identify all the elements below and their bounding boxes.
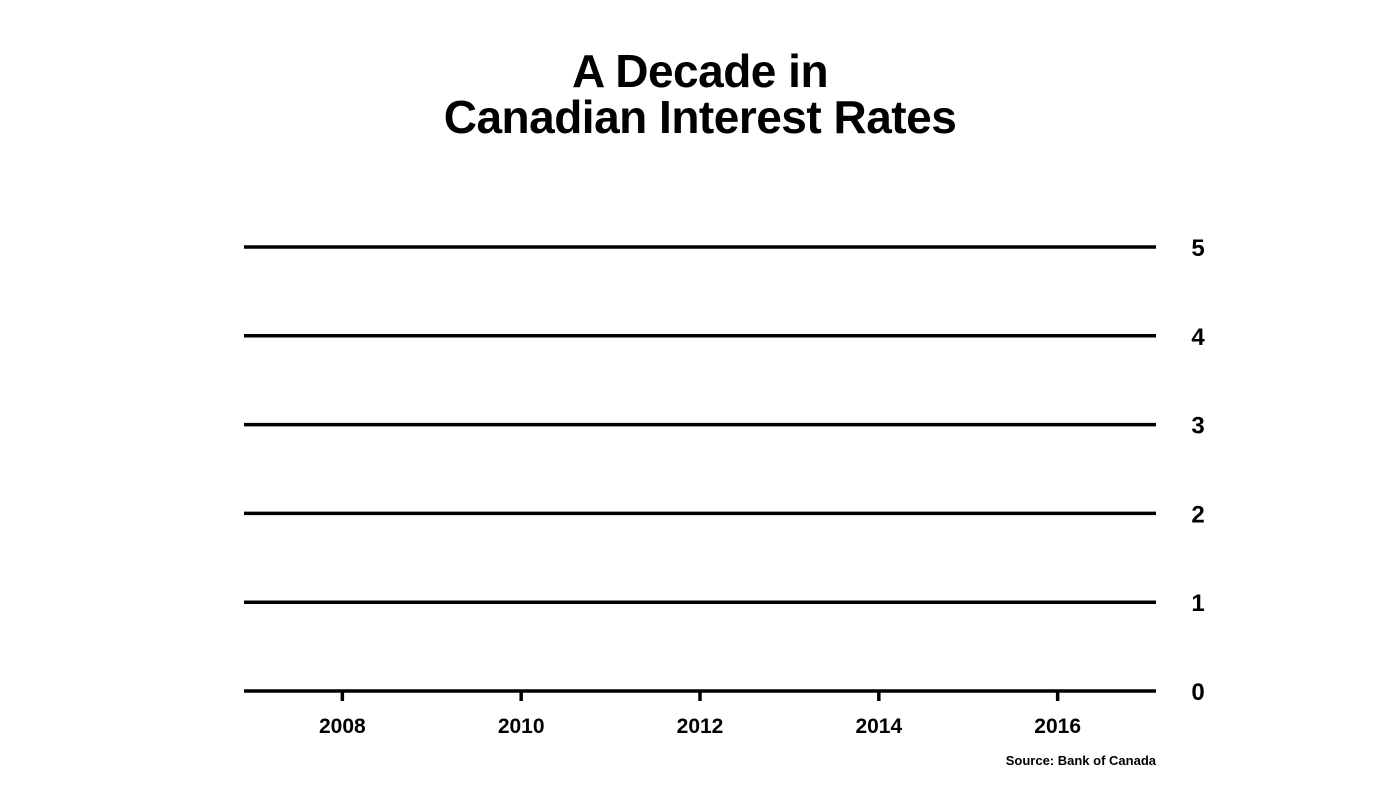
x-axis-ticks [340, 691, 1060, 701]
source-note: Source: Bank of Canada [1005, 753, 1156, 768]
y-tick-label-2: 2 [1191, 501, 1204, 528]
y-tick-label-3: 3 [1191, 413, 1204, 440]
y-tick-label-5: 5 [1191, 235, 1204, 262]
y-axis-tick-labels: 0 1 2 3 4 5 [1191, 235, 1205, 706]
y-tick-label-4: 4 [1191, 324, 1205, 351]
x-tick-label-2012: 2012 [677, 715, 724, 738]
y-tick-label-0: 0 [1191, 679, 1204, 706]
gridlines [244, 245, 1156, 693]
x-tick-label-2016: 2016 [1034, 715, 1081, 738]
chart-title-line-2: Canadian Interest Rates [443, 91, 957, 143]
x-tick-label-2008: 2008 [319, 715, 366, 738]
x-tick-label-2014: 2014 [855, 715, 902, 738]
x-axis-tick-labels: 2008 2010 2012 2014 2016 [319, 715, 1081, 738]
x-tick-label-2010: 2010 [498, 715, 545, 738]
y-tick-label-1: 1 [1191, 590, 1204, 617]
chart-title-line-1: A Decade in [571, 45, 829, 97]
chart-title: A Decade in Canadian Interest Rates [0, 48, 1400, 140]
